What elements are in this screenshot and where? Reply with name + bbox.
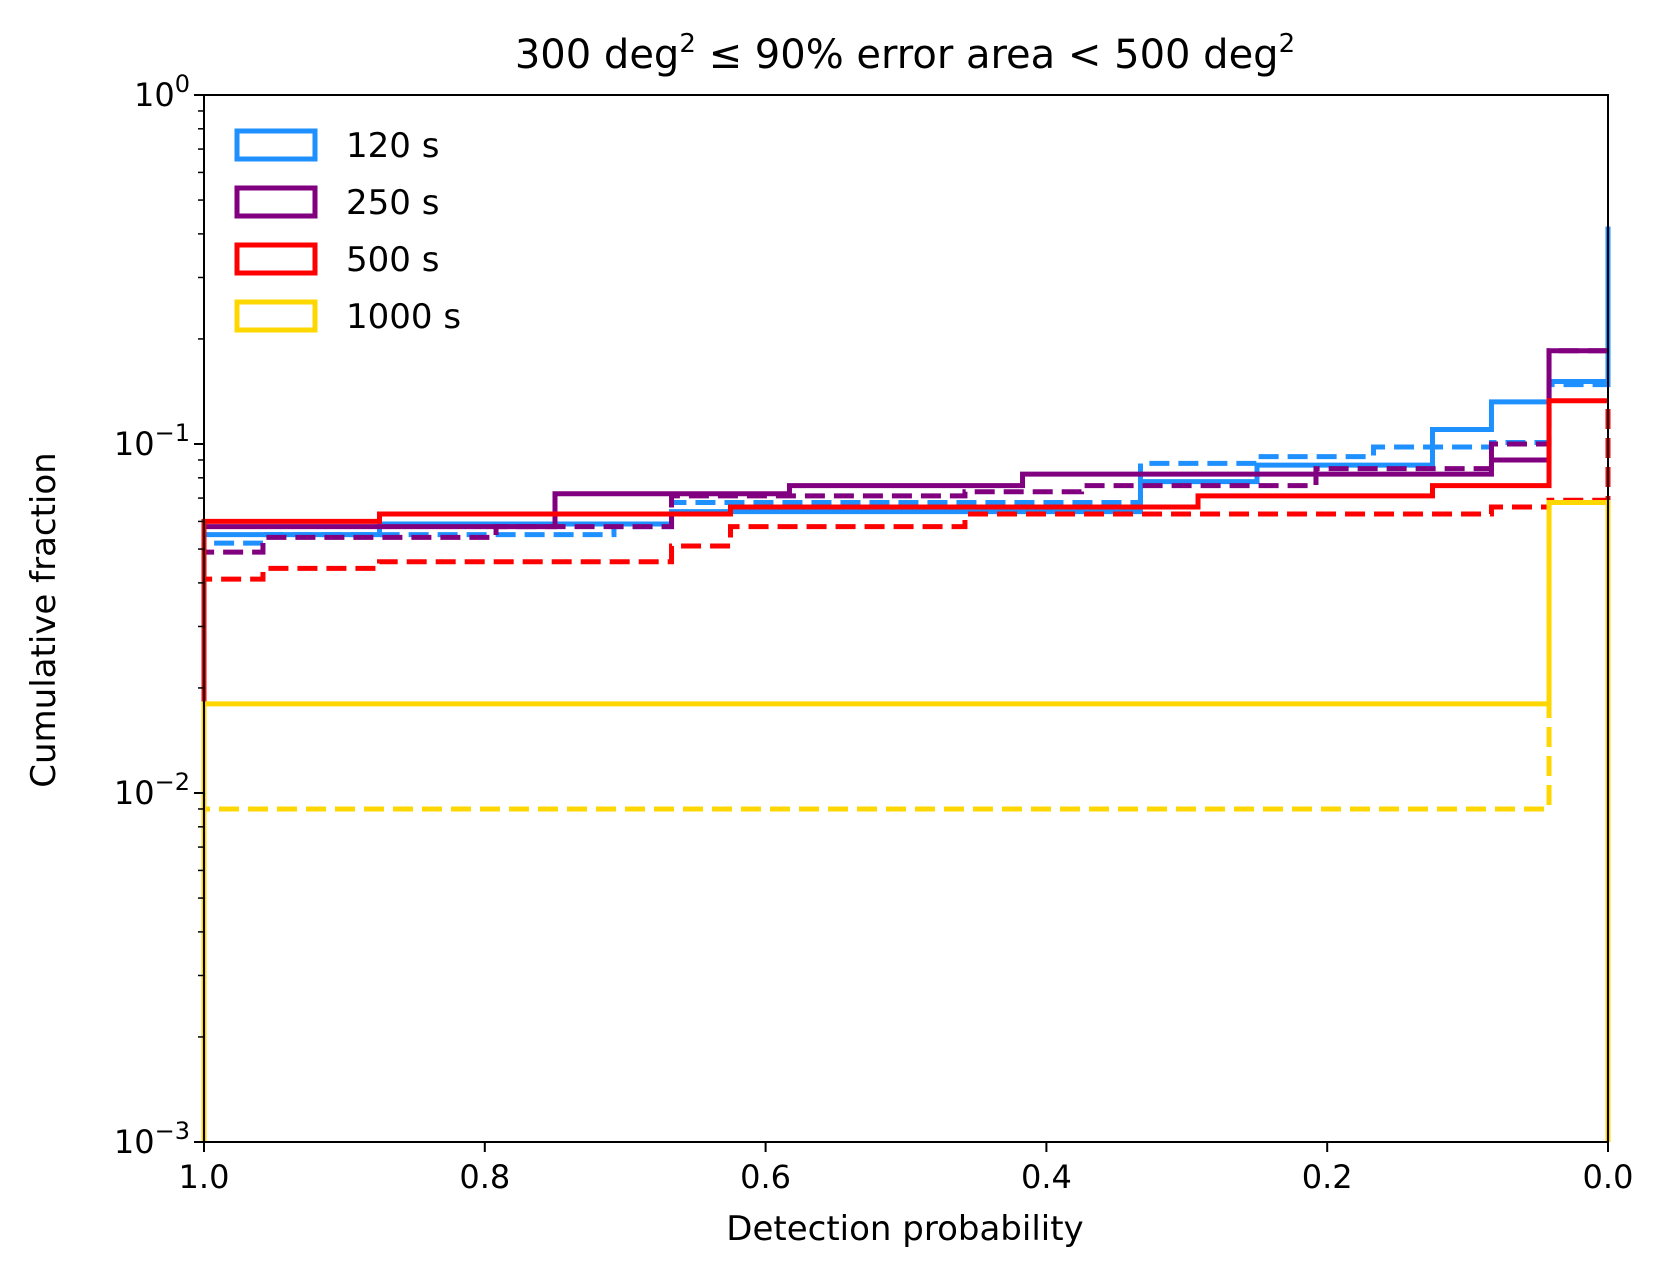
- x-tick-label: 0.2: [1302, 1158, 1353, 1196]
- series-500s-solid: [201, 398, 1608, 1142]
- x-tick-label: 0.8: [459, 1158, 510, 1196]
- legend-swatch: [234, 242, 318, 276]
- plot-frame: [203, 94, 1609, 1143]
- x-tick-label: 0.0: [1583, 1158, 1634, 1196]
- legend: 120 s 250 s 500 s 1000 s: [234, 126, 461, 337]
- y-axis-label: Cumulative fraction: [24, 452, 64, 787]
- legend-swatch: [234, 299, 318, 333]
- y-tick-label: 10−2: [114, 768, 190, 812]
- x-tick-label: 1.0: [179, 1158, 230, 1196]
- x-tick-label: 0.4: [1021, 1158, 1072, 1196]
- x-axis-ticks: 1.0 0.8 0.6 0.4 0.2 0.0: [179, 1142, 1634, 1196]
- legend-swatch: [234, 128, 318, 162]
- legend-label: 1000 s: [346, 297, 461, 337]
- x-axis-label: Detection probability: [726, 1209, 1083, 1249]
- x-tick-label: 0.6: [740, 1158, 791, 1196]
- series-250s-dashed: [201, 348, 1608, 1142]
- legend-label: 250 s: [346, 183, 439, 223]
- legend-label: 500 s: [346, 240, 439, 280]
- y-tick-label: 100: [134, 70, 190, 114]
- series-250s-solid: [201, 348, 1608, 1142]
- series-120s-dashed: [201, 226, 1611, 1142]
- legend-swatch: [234, 185, 318, 219]
- y-tick-label: 10−1: [114, 419, 190, 463]
- chart-title: 300 deg2 ≤ 90% error area < 500 deg2: [515, 29, 1295, 78]
- y-axis-ticks: 100 10−1 10−2 10−3: [114, 70, 204, 1161]
- y-tick-label: 10−3: [114, 1117, 190, 1161]
- legend-label: 120 s: [346, 126, 439, 166]
